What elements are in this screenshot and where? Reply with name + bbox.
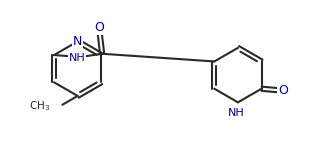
Text: O: O xyxy=(279,84,288,97)
Text: NH: NH xyxy=(228,108,245,118)
Text: CH$_3$: CH$_3$ xyxy=(29,99,50,113)
Text: N: N xyxy=(73,35,82,48)
Text: O: O xyxy=(95,21,105,34)
Text: NH: NH xyxy=(69,53,86,63)
